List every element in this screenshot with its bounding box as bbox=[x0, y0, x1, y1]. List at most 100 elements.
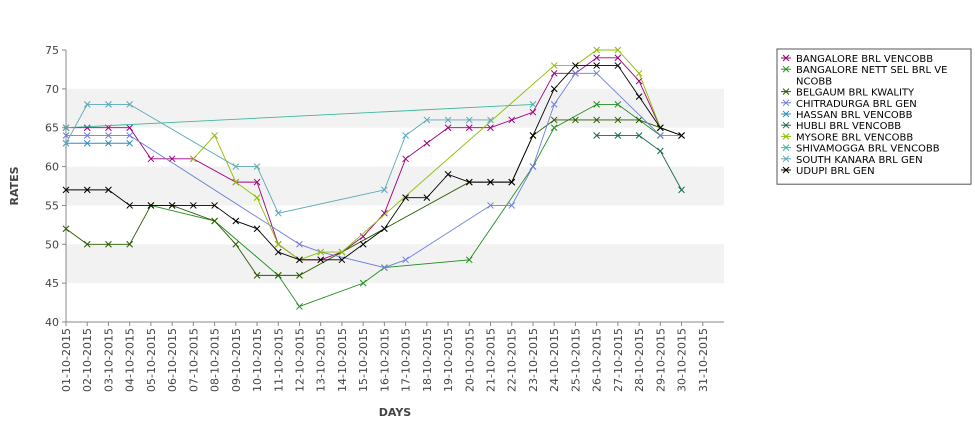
data-point bbox=[168, 155, 176, 163]
data-point bbox=[593, 69, 600, 77]
data-point bbox=[274, 272, 282, 279]
data-point bbox=[635, 116, 643, 124]
data-point bbox=[487, 178, 494, 186]
data-point bbox=[656, 124, 664, 132]
series bbox=[593, 132, 685, 194]
grid-band bbox=[66, 88, 724, 128]
x-tick-label: 18-10-2015 bbox=[421, 328, 434, 392]
x-tick-label: 05-10-2015 bbox=[145, 328, 158, 392]
legend-item: BELGAUM BRL KWALITY bbox=[781, 88, 915, 99]
data-point bbox=[83, 132, 91, 139]
x-tick-label: 20-10-2015 bbox=[463, 328, 476, 392]
data-point bbox=[465, 116, 473, 124]
x-tick-label: 27-10-2015 bbox=[612, 328, 625, 392]
data-point bbox=[593, 62, 600, 69]
data-point bbox=[402, 256, 409, 264]
data-point bbox=[593, 101, 600, 108]
data-point bbox=[550, 116, 558, 124]
data-point bbox=[62, 124, 70, 132]
data-point bbox=[381, 225, 388, 233]
x-tick-label: 06-10-2015 bbox=[166, 328, 179, 392]
data-point bbox=[656, 147, 664, 155]
legend-item: UDUPI BRL GEN bbox=[781, 166, 875, 177]
data-point bbox=[572, 116, 579, 124]
data-point bbox=[126, 240, 134, 248]
series bbox=[190, 46, 664, 264]
series bbox=[62, 62, 685, 264]
y-axis-ticks: 40 45 50 55 60 65 70 75 bbox=[45, 44, 66, 329]
legend-item: HASSAN BRL VENCOBB bbox=[781, 110, 913, 121]
x-tick-label: 10-10-2015 bbox=[251, 328, 264, 392]
legend-swatch-marker bbox=[782, 166, 790, 174]
data-point bbox=[381, 186, 388, 194]
x-tick-label: 21-10-2015 bbox=[485, 328, 498, 392]
x-tick-label: 28-10-2015 bbox=[633, 328, 646, 392]
y-tick-label: 40 bbox=[45, 316, 59, 329]
x-tick-label: 19-10-2015 bbox=[442, 328, 455, 392]
y-tick-label: 70 bbox=[45, 83, 59, 96]
x-tick-label: 22-10-2015 bbox=[506, 328, 519, 392]
data-point bbox=[338, 256, 346, 264]
legend-swatch-marker bbox=[782, 144, 790, 151]
data-point bbox=[614, 46, 622, 54]
data-point bbox=[465, 178, 473, 186]
data-point bbox=[550, 69, 558, 77]
data-point bbox=[147, 202, 155, 209]
x-axis-ticks: 01-10-2015 02-10-2015 03-10-2015 04-10-2015… bbox=[60, 322, 710, 392]
data-point bbox=[550, 101, 558, 108]
data-point bbox=[211, 132, 218, 139]
legend-label: BANGALORE BRL VENCOBB bbox=[796, 54, 933, 65]
legend-item: BANGALORE NETT SEL BRL VENCOBB bbox=[781, 65, 947, 87]
data-point bbox=[593, 116, 600, 124]
legend-label: NCOBB bbox=[796, 76, 832, 87]
data-point bbox=[105, 132, 112, 139]
data-point bbox=[593, 46, 600, 54]
data-point bbox=[253, 272, 261, 279]
y-tick-label: 55 bbox=[45, 199, 59, 212]
y-tick-label: 65 bbox=[45, 122, 59, 135]
legend-label: SHIVAMOGGA BRL VENCOBB bbox=[796, 144, 940, 155]
data-point bbox=[529, 101, 537, 108]
data-point bbox=[614, 116, 622, 124]
data-point bbox=[317, 248, 325, 256]
data-point bbox=[550, 85, 558, 93]
data-point bbox=[529, 108, 537, 116]
series bbox=[62, 54, 664, 264]
data-point bbox=[105, 101, 112, 108]
x-tick-label: 23-10-2015 bbox=[527, 328, 540, 392]
x-tick-label: 11-10-2015 bbox=[272, 328, 285, 392]
data-point bbox=[635, 132, 643, 139]
data-point bbox=[105, 186, 112, 194]
data-point bbox=[635, 69, 643, 77]
series bbox=[62, 101, 537, 132]
data-point bbox=[550, 62, 558, 69]
legend-item: CHITRADURGA BRL GEN bbox=[781, 99, 917, 110]
data-point bbox=[508, 178, 516, 186]
legend-swatch-marker bbox=[782, 133, 790, 140]
data-point bbox=[359, 279, 367, 287]
legend-swatch-marker bbox=[782, 65, 790, 73]
data-point bbox=[423, 116, 431, 124]
series-line bbox=[193, 49, 661, 261]
data-point bbox=[232, 217, 240, 225]
data-point bbox=[126, 124, 134, 132]
series-layer bbox=[62, 46, 685, 310]
series bbox=[62, 139, 134, 147]
x-tick-label: 24-10-2015 bbox=[548, 328, 561, 392]
data-point bbox=[62, 139, 70, 147]
data-point bbox=[253, 225, 261, 233]
legend-swatch-marker bbox=[782, 110, 790, 118]
data-point bbox=[296, 256, 303, 264]
y-axis-title: RATES bbox=[8, 166, 21, 205]
data-point bbox=[359, 240, 367, 248]
y-tick-label: 75 bbox=[45, 44, 59, 57]
data-point bbox=[126, 101, 134, 108]
x-tick-label: 29-10-2015 bbox=[654, 328, 667, 392]
data-point bbox=[550, 124, 558, 132]
data-point bbox=[105, 240, 112, 248]
series-line bbox=[66, 72, 682, 269]
data-point bbox=[487, 116, 494, 124]
data-point bbox=[232, 178, 240, 186]
